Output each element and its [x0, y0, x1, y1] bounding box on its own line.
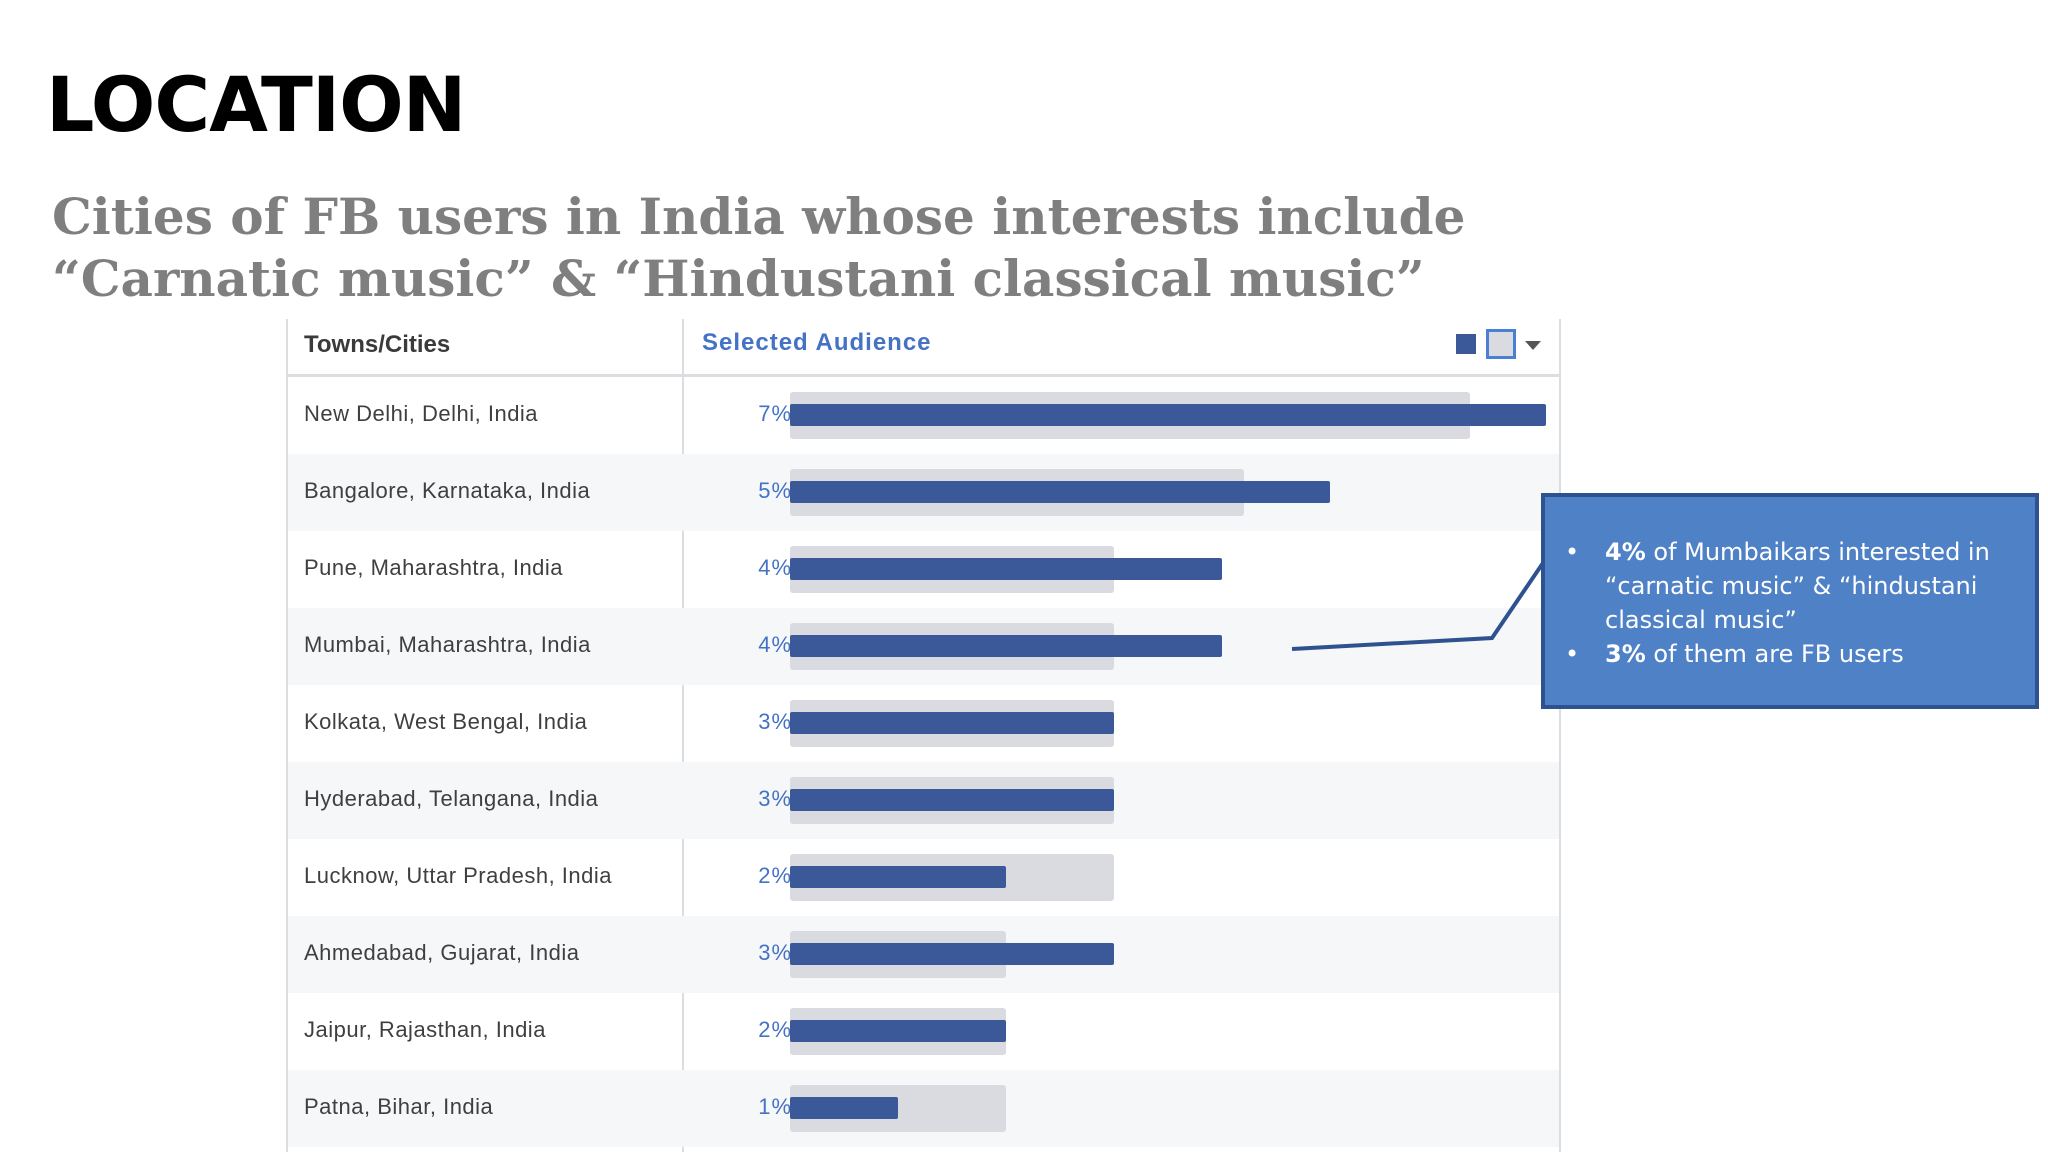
audience-bar [790, 866, 1006, 888]
table-row: Ahmedabad, Gujarat, India 3% [288, 916, 1559, 993]
row-percent-label: 3% [758, 940, 792, 965]
audience-bar [790, 558, 1222, 580]
table-row: Kolkata, West Bengal, India 3% [288, 685, 1559, 762]
slide-title: LOCATION [46, 60, 466, 149]
row-percent-label: 1% [758, 1094, 792, 1119]
audience-bar [790, 1097, 898, 1119]
audience-bar [790, 943, 1114, 965]
callout-bullet-2: 3% of them are FB users [1565, 637, 2011, 671]
row-city-label: Patna, Bihar, India [304, 1094, 494, 1119]
row-percent-label: 3% [758, 709, 792, 734]
callout-box: 4% of Mumbaikars interested in “carnatic… [1541, 493, 2039, 709]
row-city-label: Pune, Maharashtra, India [304, 555, 564, 580]
row-city-label: Kolkata, West Bengal, India [304, 709, 588, 734]
audience-bar [790, 789, 1114, 811]
callout-bullet-1: 4% of Mumbaikars interested in “carnatic… [1565, 535, 2011, 637]
row-city-label: Jaipur, Rajasthan, India [304, 1017, 546, 1042]
row-city-label: Ahmedabad, Gujarat, India [304, 940, 580, 965]
row-percent-label: 5% [758, 478, 792, 503]
audience-bar [790, 712, 1114, 734]
legend-selected-icon[interactable] [1456, 334, 1476, 354]
row-percent-label: 4% [758, 632, 792, 657]
row-city-label: Hyderabad, Telangana, India [304, 786, 599, 811]
table-row: Bangalore, Karnataka, India 5% [288, 454, 1559, 531]
row-percent-label: 4% [758, 555, 792, 580]
chevron-down-icon[interactable] [1525, 341, 1541, 350]
row-city-label: New Delhi, Delhi, India [304, 401, 539, 426]
legend-benchmark-icon[interactable] [1486, 329, 1516, 359]
table-row: Hyderabad, Telangana, India 3% [288, 762, 1559, 839]
row-percent-label: 7% [758, 401, 792, 426]
row-city-label: Mumbai, Maharashtra, India [304, 632, 591, 657]
audience-table: Towns/Cities Selected Audience New Delhi… [286, 319, 1561, 1152]
table-row: Pune, Maharashtra, India 4% [288, 531, 1559, 608]
header-selected-audience[interactable]: Selected Audience [702, 329, 932, 356]
table-header: Towns/Cities Selected Audience [288, 319, 1559, 377]
audience-bar [790, 635, 1222, 657]
table-row: Patna, Bihar, India 1% [288, 1070, 1559, 1147]
row-percent-label: 2% [758, 1017, 792, 1042]
row-percent-label: 3% [758, 786, 792, 811]
table-row: New Delhi, Delhi, India 7% [288, 377, 1559, 454]
column-divider [682, 319, 684, 1152]
callout-leader-line [1291, 558, 1547, 651]
audience-bar [790, 404, 1546, 426]
audience-bar [790, 481, 1330, 503]
header-towns-cities: Towns/Cities [304, 331, 451, 358]
row-city-label: Lucknow, Uttar Pradesh, India [304, 863, 612, 888]
audience-bar [790, 1020, 1006, 1042]
row-city-label: Bangalore, Karnataka, India [304, 478, 591, 503]
slide-subtitle: Cities of FB users in India whose intere… [52, 187, 1466, 308]
table-row: Lucknow, Uttar Pradesh, India 2% [288, 839, 1559, 916]
row-percent-label: 2% [758, 863, 792, 888]
table-row: Jaipur, Rajasthan, India 2% [288, 993, 1559, 1070]
